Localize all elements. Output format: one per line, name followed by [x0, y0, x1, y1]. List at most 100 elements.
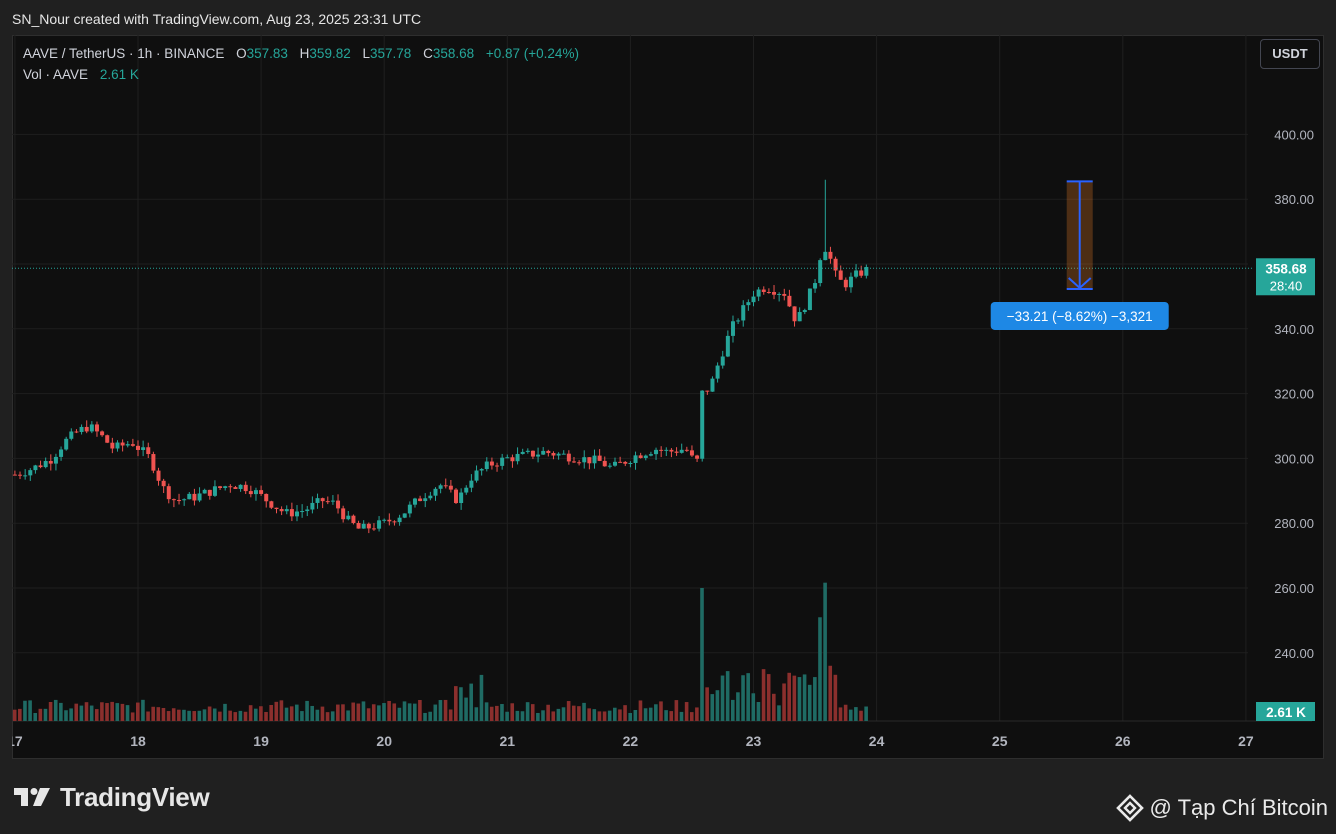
- volume-bar: [695, 707, 699, 721]
- candle-body: [695, 455, 700, 459]
- candle-body: [469, 480, 474, 488]
- volume-bar: [356, 703, 361, 721]
- candle-body: [141, 447, 146, 450]
- candle-body: [464, 487, 469, 493]
- price-chart[interactable]: −33.21 (−8.62%) −3,321400.00380.00360.00…: [12, 35, 1324, 759]
- candle-body: [787, 295, 792, 307]
- tradingview-logo-icon: [14, 788, 50, 806]
- candle-body: [38, 465, 43, 468]
- volume-bar: [438, 700, 443, 721]
- high-label: H: [299, 46, 310, 61]
- candle-body: [495, 465, 500, 467]
- candle-body: [700, 390, 705, 459]
- candle-body: [156, 470, 161, 481]
- candle-body: [438, 485, 443, 489]
- candle-body: [43, 461, 48, 468]
- symbol-label[interactable]: AAVE / TetherUS · 1h · BINANCE: [23, 46, 225, 61]
- candle-body: [659, 449, 664, 451]
- volume-label[interactable]: Vol · AAVE: [23, 67, 89, 82]
- candle-body: [848, 276, 853, 288]
- candle-body: [171, 499, 176, 501]
- candle-body: [166, 486, 171, 500]
- volume-bar: [43, 708, 48, 721]
- volume-bar: [361, 701, 366, 721]
- candle-body: [279, 509, 284, 512]
- volume-bar: [510, 703, 515, 721]
- volume-bar: [643, 708, 648, 721]
- candle-body: [284, 509, 289, 512]
- candle-body: [505, 457, 510, 459]
- currency-button[interactable]: USDT: [1260, 39, 1320, 69]
- volume-bar: [751, 693, 756, 721]
- x-tick-label: 22: [623, 733, 639, 749]
- candle-body: [602, 460, 607, 467]
- volume-bar: [279, 700, 284, 721]
- candle-body: [500, 457, 505, 466]
- volume-bar: [130, 712, 135, 721]
- volume-bar: [161, 707, 166, 721]
- volume-bar: [192, 711, 197, 721]
- open-value: 357.83: [246, 46, 288, 61]
- volume-bar: [454, 686, 458, 721]
- volume-bar: [813, 677, 817, 721]
- volume-bar: [407, 703, 412, 721]
- volume-bar: [756, 701, 761, 721]
- candle-body: [474, 470, 479, 481]
- candle-body: [269, 501, 274, 508]
- volume-bar: [854, 707, 858, 721]
- candle-body: [454, 489, 459, 504]
- volume-bar: [433, 704, 438, 721]
- volume-bar: [136, 702, 140, 721]
- candle-body: [679, 449, 684, 453]
- volume-bar: [689, 712, 694, 721]
- volume-bar: [864, 706, 868, 721]
- candle-body: [571, 461, 576, 463]
- volume-bar: [489, 706, 494, 721]
- volume-bar: [402, 701, 407, 721]
- y-tick-label: 240.00: [1274, 646, 1314, 661]
- close-label: C: [423, 46, 433, 61]
- candle-body: [212, 486, 217, 496]
- volume-bar: [495, 705, 499, 721]
- candle-body: [207, 489, 212, 496]
- candle-body: [797, 312, 802, 322]
- candle-body: [684, 449, 689, 451]
- candle-body: [433, 488, 438, 496]
- candle-body: [843, 279, 848, 288]
- volume-bar: [177, 709, 181, 721]
- candle-body: [746, 302, 751, 306]
- volume-bar: [212, 708, 217, 721]
- volume-bar: [207, 706, 212, 721]
- volume-bar: [351, 702, 356, 721]
- x-tick-label: 20: [376, 733, 392, 749]
- volume-bar: [736, 692, 740, 721]
- volume-bar: [607, 710, 612, 721]
- candle-body: [623, 461, 628, 464]
- candle-body: [320, 498, 325, 502]
- volume-bar: [571, 705, 576, 721]
- candle-body: [69, 431, 74, 439]
- candle-body: [105, 435, 110, 443]
- volume-bar: [787, 672, 792, 721]
- current-price-label: 358.68: [1265, 261, 1307, 276]
- candle-body: [177, 500, 182, 502]
- candle-body: [813, 283, 818, 289]
- volume-bar: [833, 674, 838, 721]
- candle-body: [582, 457, 587, 463]
- volume-bar: [551, 711, 556, 721]
- candle-body: [387, 519, 392, 522]
- candle-body: [228, 486, 233, 488]
- candle-body: [669, 449, 674, 452]
- candle-body: [28, 470, 33, 476]
- high-value: 359.82: [309, 46, 351, 61]
- volume-bar: [325, 712, 330, 721]
- low-value: 357.78: [370, 46, 412, 61]
- volume-bar: [377, 705, 381, 721]
- candle-body: [94, 424, 99, 432]
- candle-body: [751, 296, 756, 303]
- volume-bar: [710, 694, 715, 721]
- chart-frame: [12, 35, 1324, 759]
- volume-bar: [474, 707, 479, 721]
- volume-bar: [125, 705, 130, 721]
- tradingview-logo: TradingView: [14, 781, 210, 813]
